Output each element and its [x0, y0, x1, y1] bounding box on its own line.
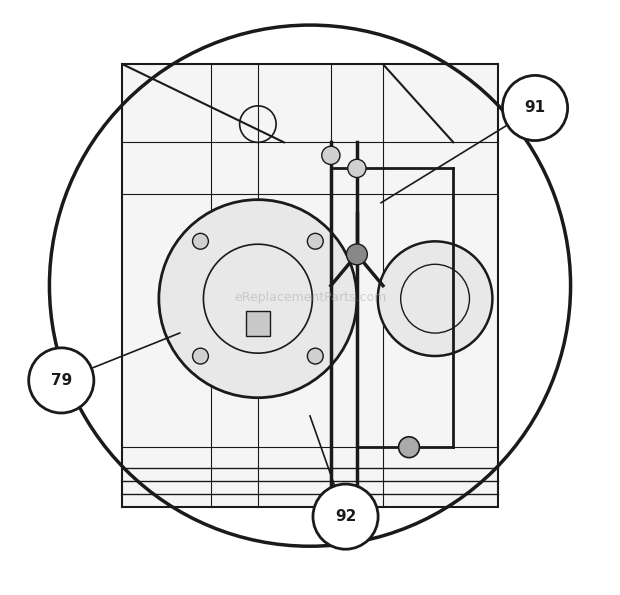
- Text: 91: 91: [525, 101, 546, 115]
- Circle shape: [193, 348, 208, 364]
- Circle shape: [193, 233, 208, 249]
- Text: 79: 79: [51, 373, 72, 388]
- Circle shape: [29, 348, 94, 413]
- Bar: [246, 311, 270, 336]
- Circle shape: [348, 159, 366, 177]
- Circle shape: [159, 200, 357, 397]
- Circle shape: [347, 244, 367, 265]
- Text: eReplacementParts.com: eReplacementParts.com: [234, 291, 386, 304]
- Circle shape: [313, 484, 378, 549]
- Circle shape: [308, 348, 323, 364]
- Circle shape: [502, 76, 568, 140]
- Circle shape: [322, 146, 340, 164]
- Circle shape: [378, 242, 492, 356]
- Bar: [122, 64, 498, 507]
- Circle shape: [308, 233, 323, 249]
- Circle shape: [399, 437, 420, 458]
- Text: 92: 92: [335, 509, 356, 524]
